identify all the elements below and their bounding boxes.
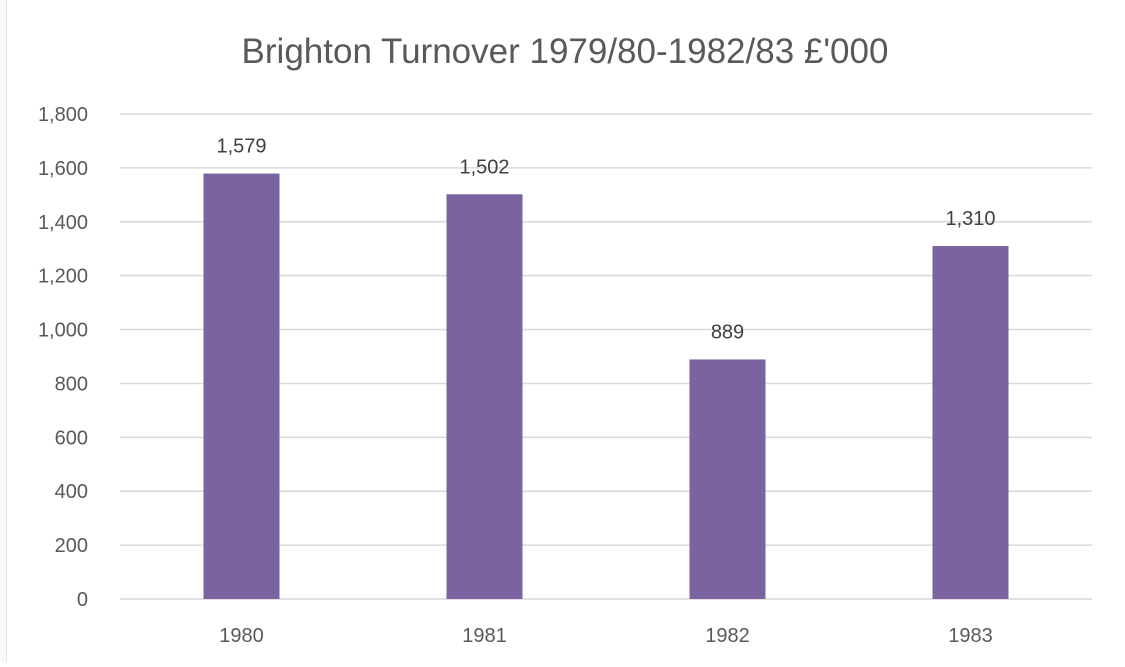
x-tick-label: 1981: [462, 625, 507, 647]
spreadsheet-edge: [0, 0, 7, 662]
data-labels: 1,579 1,502 889 1,310: [216, 136, 995, 344]
bar-1981: [446, 194, 523, 600]
y-tick-label: 1,800: [38, 104, 88, 126]
data-label: 889: [711, 321, 744, 343]
y-tick-label: 200: [55, 535, 88, 557]
y-tick-label: 1,400: [38, 212, 88, 234]
y-tick-label: 1,600: [38, 158, 88, 180]
x-tick-label: 1980: [219, 625, 264, 647]
y-tick-label: 600: [55, 427, 88, 449]
gridlines: [120, 113, 1092, 600]
data-label: 1,579: [216, 136, 266, 158]
bar-1980: [203, 173, 280, 599]
y-axis-ticks: 0 200 400 600 800 1,000 1,200 1,400 1,600 1,800: [38, 104, 88, 611]
x-axis-ticks: 1980 1981 1982 1983: [219, 625, 993, 647]
y-tick-label: 0: [77, 589, 88, 611]
x-tick-label: 1982: [705, 625, 750, 647]
chart-title: Brighton Turnover 1979/80-1982/83 £'000: [242, 32, 889, 71]
x-tick-label: 1983: [948, 625, 993, 647]
y-tick-label: 400: [55, 481, 88, 503]
data-label: 1,502: [459, 156, 509, 178]
y-tick-label: 1,200: [38, 266, 88, 288]
bar-1983: [932, 246, 1009, 599]
bar-1982: [689, 359, 766, 599]
y-tick-label: 1,000: [38, 320, 88, 342]
data-label: 1,310: [945, 208, 995, 230]
bars: [203, 173, 1009, 600]
y-tick-label: 800: [55, 373, 88, 395]
